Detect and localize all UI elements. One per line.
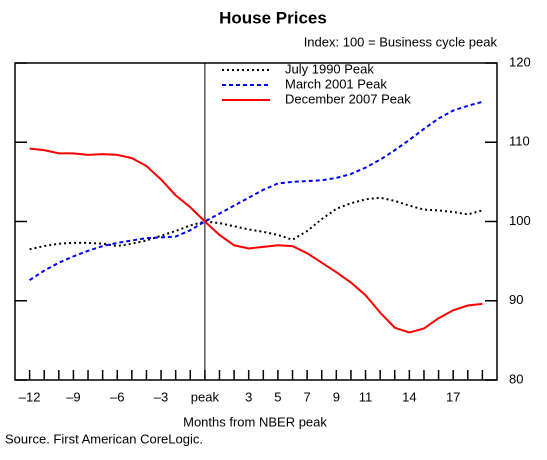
x-tick-label: –3	[154, 389, 168, 404]
x-tick-label: 7	[304, 389, 311, 404]
series-line	[29, 100, 483, 281]
y-tick-label: 80	[509, 371, 523, 386]
chart-subtitle: Index: 100 = Business cycle peak	[304, 34, 498, 49]
x-tick-label: 11	[359, 389, 373, 404]
legend-label: December 2007 Peak	[285, 91, 411, 106]
x-axis-label: Months from NBER peak	[183, 414, 327, 429]
source-note: Source. First American CoreLogic.	[5, 431, 203, 446]
x-tick-label: 17	[446, 389, 460, 404]
chart-title: House Prices	[219, 8, 327, 27]
y-tick-label: 90	[509, 292, 523, 307]
x-tick-label: 14	[402, 389, 416, 404]
y-tick-label: 120	[509, 54, 531, 69]
y-tick-label: 100	[509, 213, 531, 228]
legend-label: March 2001 Peak	[285, 76, 387, 91]
x-tick-label: –12	[19, 389, 41, 404]
y-tick-label: 110	[509, 134, 530, 149]
series-line	[29, 147, 483, 334]
x-tick-label: –9	[66, 389, 80, 404]
series-line	[29, 196, 483, 251]
x-tick-label: peak	[191, 389, 220, 404]
legend-label: July 1990 Peak	[285, 61, 374, 76]
x-tick-label: 9	[333, 389, 340, 404]
x-tick-label: 5	[274, 389, 281, 404]
x-tick-label: 3	[245, 389, 252, 404]
plot-frame	[14, 62, 498, 381]
x-tick-label: –6	[110, 389, 124, 404]
